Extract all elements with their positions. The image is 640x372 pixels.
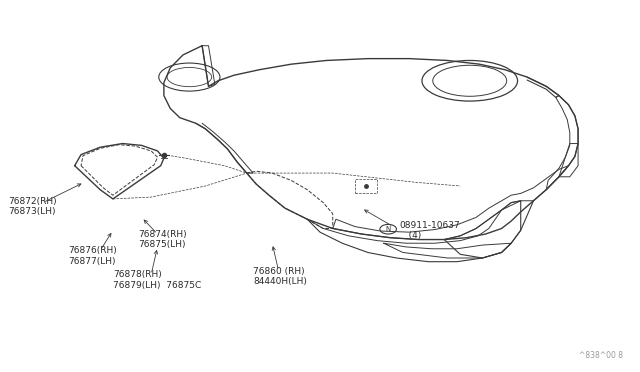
Text: 76860 (RH)
84440H(LH): 76860 (RH) 84440H(LH) [253, 267, 307, 286]
Text: ^838^00 8: ^838^00 8 [579, 350, 623, 359]
Text: 08911-10637
   (4): 08911-10637 (4) [399, 221, 460, 240]
Text: 76878(RH)
76879(LH)  76875C: 76878(RH) 76879(LH) 76875C [113, 270, 201, 290]
Text: 76872(RH)
76873(LH): 76872(RH) 76873(LH) [8, 197, 56, 216]
Text: N: N [385, 226, 391, 232]
Text: 76874(RH)
76875(LH): 76874(RH) 76875(LH) [138, 230, 187, 249]
Text: 76876(RH)
76877(LH): 76876(RH) 76877(LH) [68, 247, 117, 266]
